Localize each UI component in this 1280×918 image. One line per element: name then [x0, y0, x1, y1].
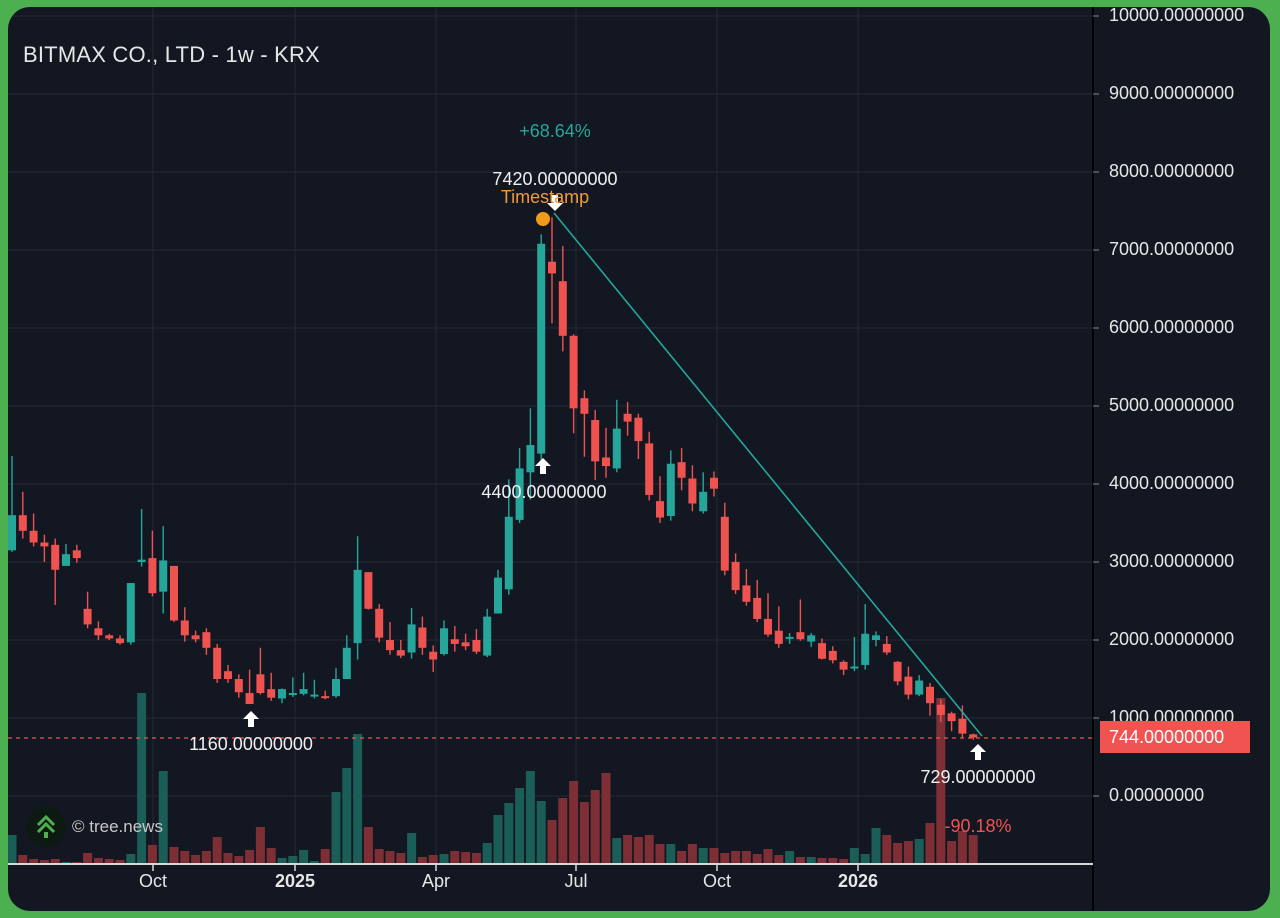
y-axis-label: 10000.00000000: [1109, 7, 1245, 25]
y-axis-label: 7000.00000000: [1109, 239, 1235, 259]
watermark: © tree.news: [26, 807, 163, 847]
x-axis-label: Jul: [564, 871, 588, 891]
y-axis-label: 8000.00000000: [1109, 161, 1235, 181]
candlestick-chart[interactable]: [8, 7, 1270, 911]
breakout-price-label: 4400.00000000: [481, 482, 607, 502]
watermark-text: © tree.news: [72, 817, 163, 836]
x-axis-label: Oct: [138, 871, 168, 891]
y-axis-label: 4000.00000000: [1109, 473, 1235, 493]
y-axis-label: 5000.00000000: [1109, 395, 1235, 415]
tree-logo-icon: [26, 807, 66, 847]
y-axis-label: 6000.00000000: [1109, 317, 1235, 337]
drop-percent-label: -90.18%: [944, 816, 1012, 836]
x-axis-label: 2026: [837, 871, 879, 891]
x-axis-label: Oct: [702, 871, 732, 891]
low-2026-label: 729.00000000: [920, 767, 1036, 787]
x-axis-label: 2025: [274, 871, 316, 891]
low-2025-label: 1160.00000000: [189, 734, 313, 754]
timestamp-label: Timestamp: [500, 187, 590, 207]
y-axis-label: 3000.00000000: [1109, 551, 1235, 571]
chart-frame: BITMAX CO., LTD - 1w - KRX 10000.0000000…: [8, 7, 1270, 911]
y-axis-label: 2000.00000000: [1109, 629, 1235, 649]
y-axis-label: 9000.00000000: [1109, 83, 1235, 103]
x-axis-label: Apr: [421, 871, 451, 891]
gain-percent-label: +68.64%: [519, 121, 591, 141]
high-price-label: 7420.00000000: [492, 169, 618, 189]
chart-title: BITMAX CO., LTD - 1w - KRX: [23, 42, 320, 67]
y-axis-label: 0.00000000: [1109, 785, 1205, 805]
current-price-tag: 744.00000000: [1100, 721, 1250, 753]
